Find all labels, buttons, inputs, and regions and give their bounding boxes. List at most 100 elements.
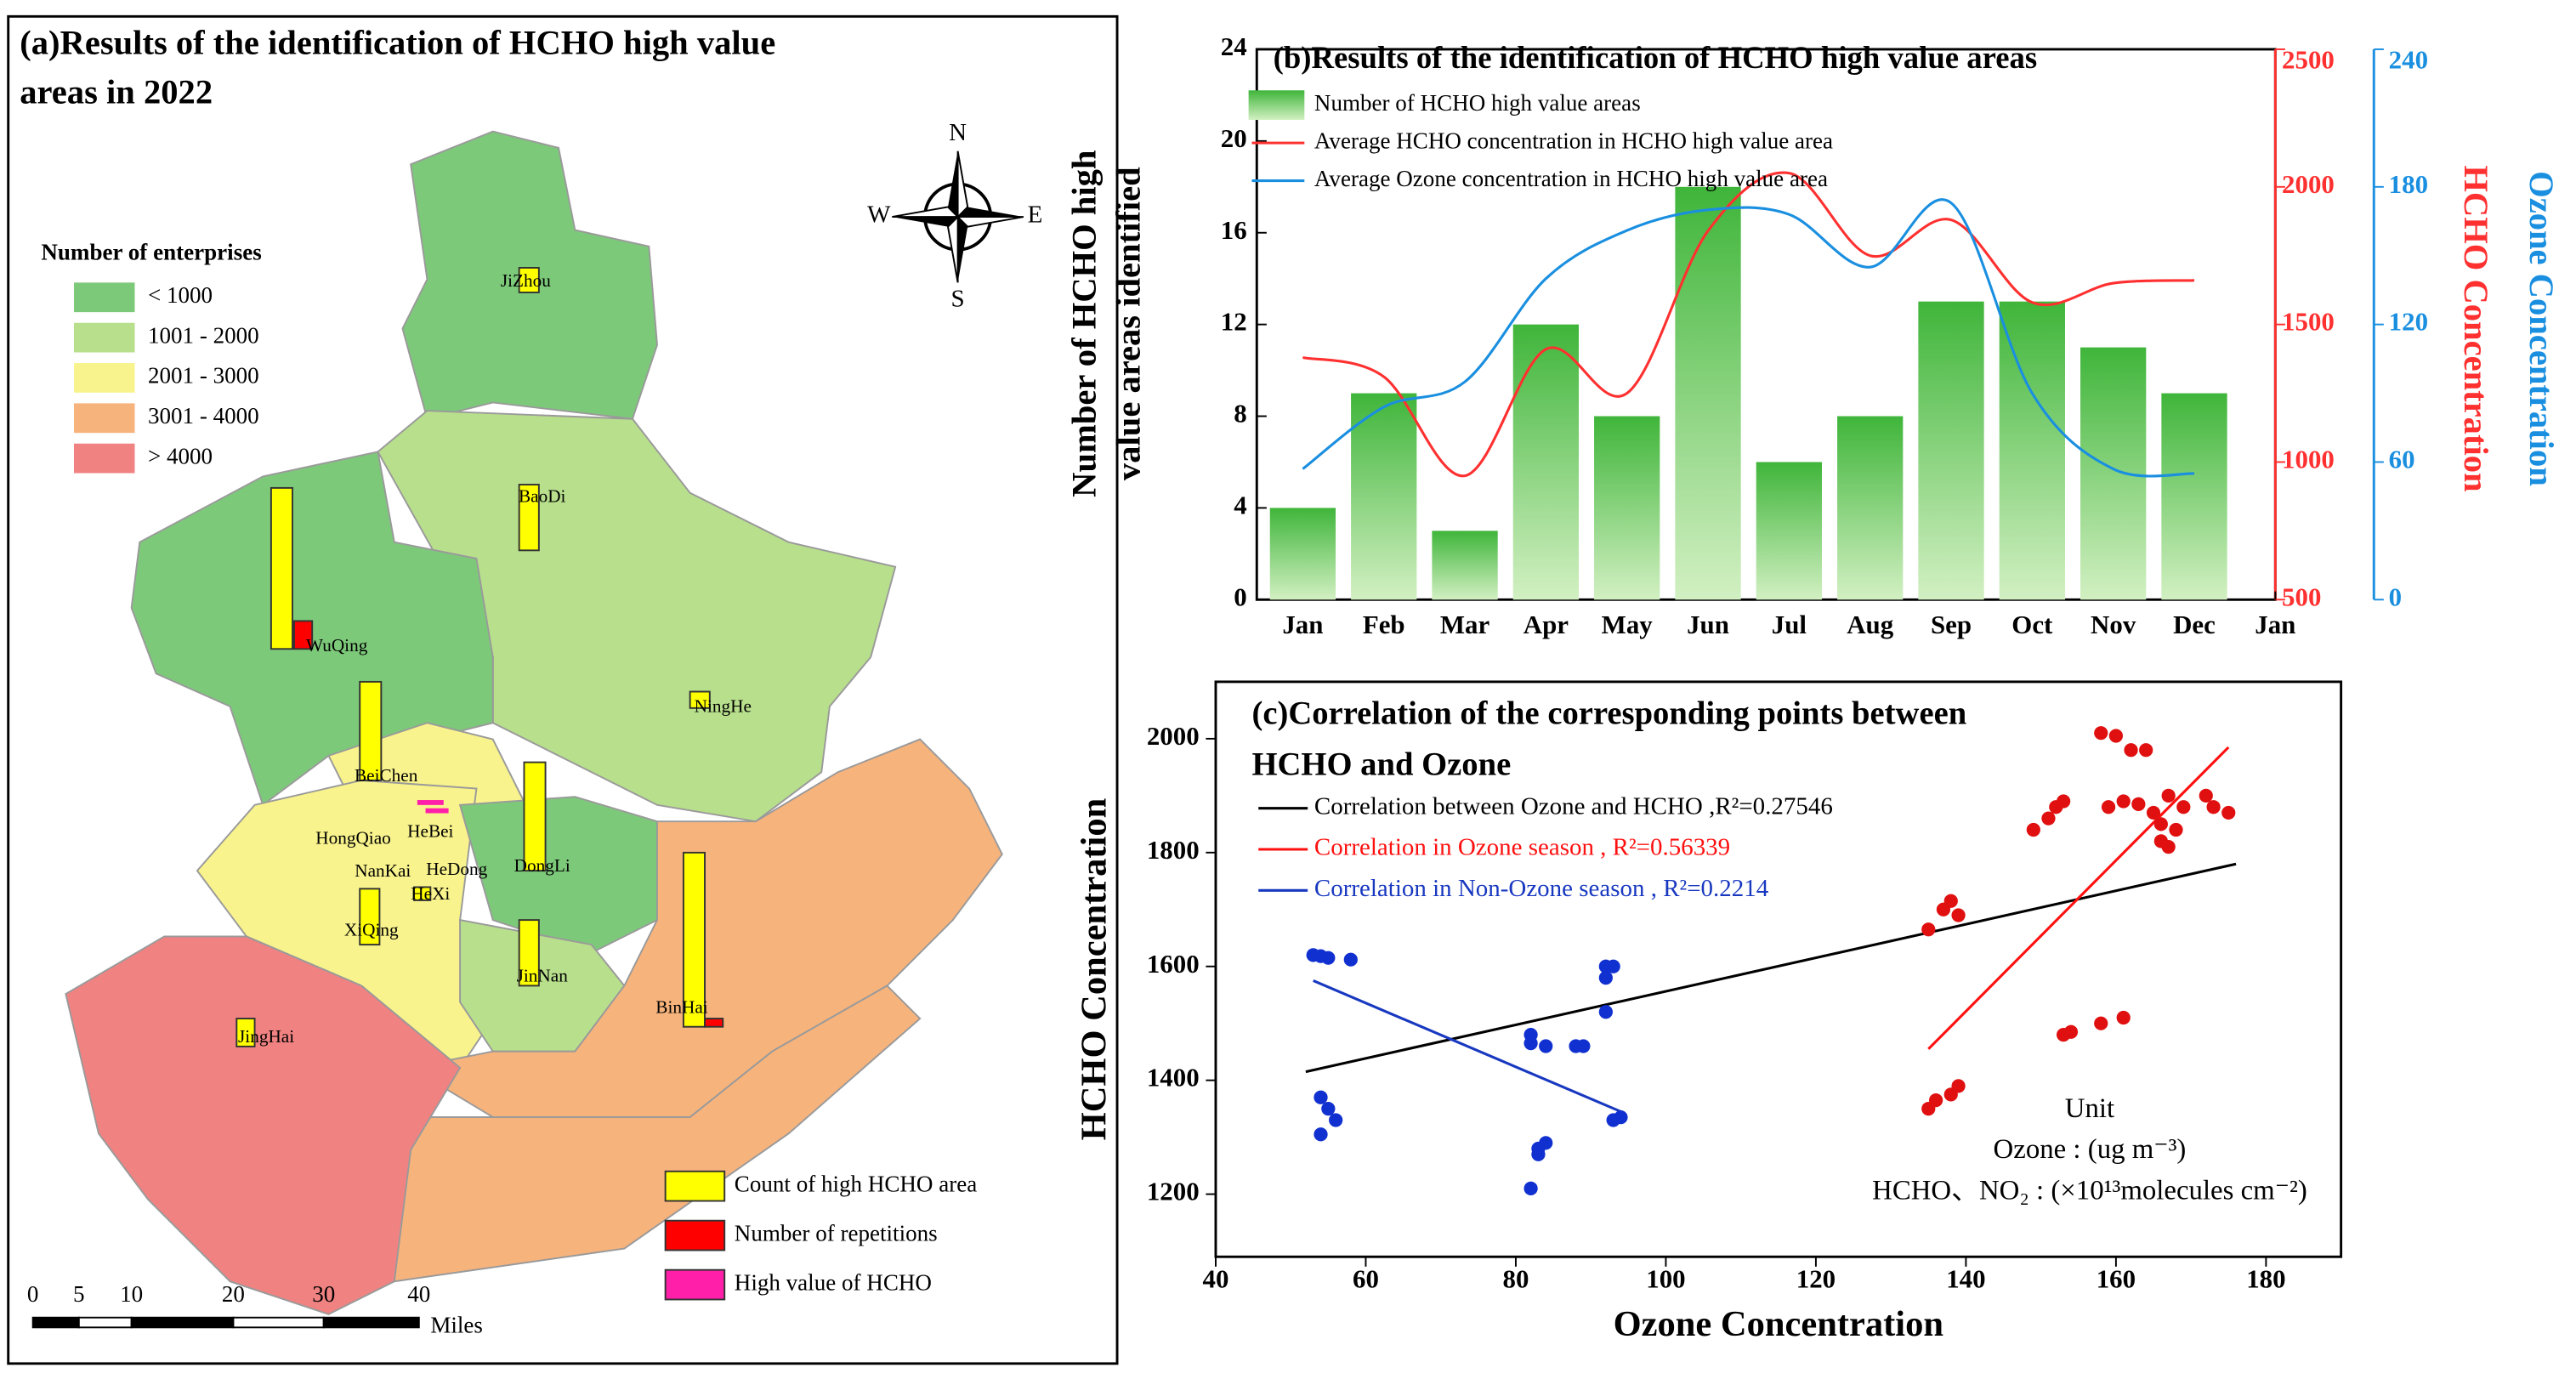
count-bar <box>682 851 706 1028</box>
scatter-point <box>2169 822 2183 837</box>
scale-label: 40 <box>407 1281 430 1307</box>
count-bar <box>518 267 540 293</box>
scatter-point <box>1921 922 1936 937</box>
scatter-point <box>1531 1147 1546 1161</box>
y-tick-label: 1400 <box>1147 1063 1200 1092</box>
y-axis-label: Number of HCHO high <box>1065 150 1104 497</box>
y-tick-label: 20 <box>1221 123 1247 153</box>
scatter-point <box>1576 1039 1591 1053</box>
fit-line <box>1927 746 2230 1050</box>
map-title: (a)Results of the identification of HCHO… <box>20 23 775 61</box>
annotation: Unit <box>2065 1093 2114 1124</box>
district-label: BeiChen <box>355 765 418 786</box>
legend-label: Number of HCHO high value areas <box>1314 90 1641 116</box>
legend-title: Number of enterprises <box>41 240 261 265</box>
scatter-point <box>1614 1110 1628 1125</box>
district-label: HeBei <box>407 821 453 842</box>
y2-tick-label: 2000 <box>2282 169 2335 199</box>
compass-label: S <box>951 285 965 312</box>
district-label: DongLi <box>514 855 570 876</box>
district-label: WuQing <box>306 635 368 655</box>
legend-swatch <box>74 282 135 313</box>
x-tick-label: 60 <box>1353 1263 1379 1293</box>
district-label: HongQiao <box>315 827 391 848</box>
chart-title: (b)Results of the identification of HCHO… <box>1274 40 2038 75</box>
y3-tick-label: 180 <box>2389 169 2428 199</box>
scale-bar <box>130 1316 235 1329</box>
x-tick-label: Feb <box>1363 610 1405 639</box>
scatter-point <box>1598 971 1613 985</box>
district-label: HeXi <box>411 883 450 904</box>
fit-line <box>1305 862 2237 1074</box>
scatter-point <box>1951 908 1966 922</box>
district-label: JiZhou <box>501 270 551 291</box>
region <box>377 410 897 823</box>
y-axis-label: value areas identified <box>1109 167 1148 480</box>
scatter-point <box>1943 894 1958 908</box>
scatter-point <box>1606 959 1620 973</box>
scatter-point <box>2063 1024 2079 1039</box>
scale-label: 0 <box>27 1281 39 1307</box>
bar <box>1432 531 1498 600</box>
scatter-point <box>2131 797 2146 812</box>
legend-label: Correlation in Ozone season , R²=0.56339 <box>1314 834 1730 861</box>
y-tick-label: 0 <box>1234 582 1246 611</box>
scatter-point <box>2139 743 2153 758</box>
x-tick-label: 40 <box>1203 1263 1229 1293</box>
scatter-point <box>1321 1102 1336 1116</box>
y-tick-label: 8 <box>1234 399 1246 428</box>
scatter-point <box>1321 951 1336 965</box>
y2-axis-label: HCHO Concentration <box>2457 165 2495 491</box>
symbol-swatch <box>664 1268 726 1301</box>
x-axis-label: Ozone Concentration <box>1614 1304 1943 1344</box>
scale-label: 20 <box>222 1281 245 1307</box>
compass <box>892 150 1024 283</box>
scatter-point <box>2153 817 2168 831</box>
legend-swatch <box>74 322 135 353</box>
symbol-label: Number of repetitions <box>735 1220 938 1246</box>
district-label: JingHai <box>238 1026 294 1047</box>
legend-label: Average Ozone concentration in HCHO high… <box>1314 166 1828 191</box>
scatter-point <box>2124 743 2138 758</box>
chart-title: (c)Correlation of the corresponding poin… <box>1251 695 1966 731</box>
x-tick-label: Jun <box>1687 610 1729 639</box>
bar <box>1999 301 2065 600</box>
count-bar <box>523 761 547 872</box>
scale-bar <box>77 1316 133 1329</box>
scatter-point <box>2116 794 2131 809</box>
symbol-swatch <box>664 1170 726 1202</box>
district-label: BinHai <box>655 996 707 1017</box>
scatter-point <box>2041 811 2056 826</box>
scatter-point <box>2199 788 2213 803</box>
legend-label: 1001 - 2000 <box>148 322 259 348</box>
y3-tick-label: 60 <box>2389 445 2415 474</box>
annotation: Ozone : (ug m⁻³) <box>1994 1134 2187 1165</box>
y2-tick-label: 1500 <box>2282 307 2335 337</box>
x-tick-label: 80 <box>1502 1263 1529 1293</box>
y-tick-label: 4 <box>1234 491 1246 520</box>
symbol-label: Count of high HCHO area <box>735 1171 977 1196</box>
scatter-point <box>1951 1079 1966 1093</box>
x-tick-label: 160 <box>2097 1263 2136 1293</box>
map-bars <box>235 267 724 1047</box>
bar <box>1675 186 1741 600</box>
line-series <box>1302 198 2195 478</box>
scale-bar <box>322 1316 420 1329</box>
x-tick-label: Apr <box>1523 610 1569 639</box>
fit-line <box>1313 979 1622 1113</box>
scatter-point <box>2146 805 2161 820</box>
y-tick-label: 2000 <box>1147 721 1200 751</box>
district-label: BaoDi <box>519 485 566 506</box>
x-tick-label: Jul <box>1772 610 1807 639</box>
district-label: XiQing <box>344 920 399 940</box>
district-label: HeDong <box>426 859 487 879</box>
legend-label: Correlation in Non-Ozone season , R²=0.2… <box>1314 875 1769 902</box>
y-tick-label: 1200 <box>1147 1177 1200 1206</box>
compass-label: E <box>1028 201 1043 229</box>
scatter-point <box>2101 800 2116 814</box>
x-tick-label: 120 <box>1796 1263 1836 1293</box>
x-tick-label: Jan <box>2255 610 2295 639</box>
x-tick-label: Oct <box>2011 610 2053 639</box>
chart-title: HCHO and Ozone <box>1251 746 1511 782</box>
